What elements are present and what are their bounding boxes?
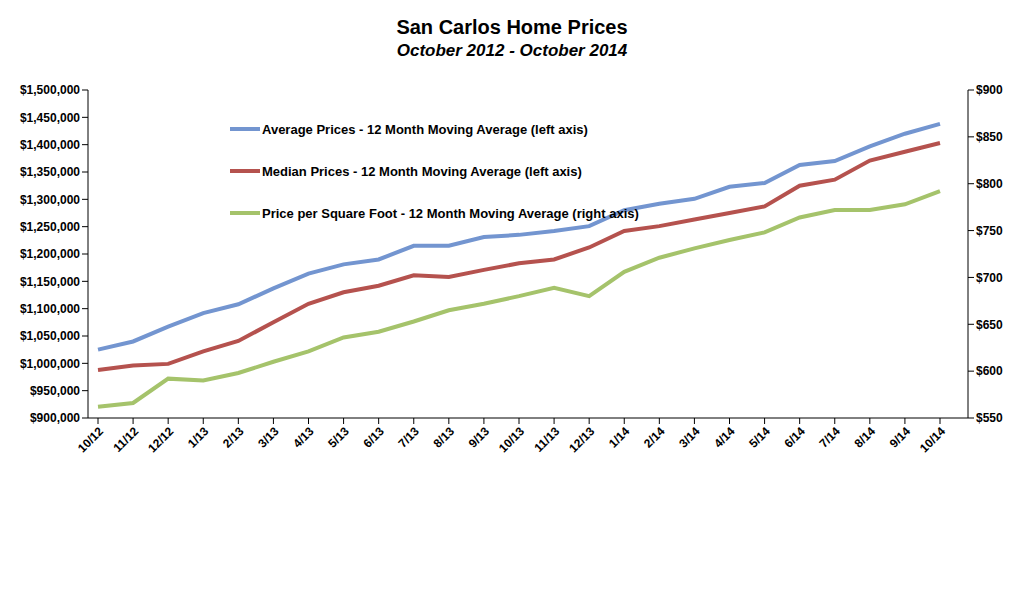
svg-text:$600: $600 — [976, 364, 1003, 378]
svg-text:7/14: 7/14 — [816, 424, 843, 451]
svg-text:10/14: 10/14 — [917, 424, 948, 455]
svg-text:5/14: 5/14 — [746, 424, 773, 451]
svg-text:1/14: 1/14 — [606, 424, 633, 451]
svg-text:6/14: 6/14 — [781, 424, 808, 451]
svg-text:8/14: 8/14 — [852, 424, 879, 451]
svg-text:5/13: 5/13 — [325, 424, 352, 451]
svg-text:$850: $850 — [976, 130, 1003, 144]
svg-text:$700: $700 — [976, 271, 1003, 285]
svg-text:12/12: 12/12 — [145, 424, 176, 455]
svg-text:$1,350,000: $1,350,000 — [20, 165, 80, 179]
svg-text:$1,050,000: $1,050,000 — [20, 329, 80, 343]
svg-text:$550: $550 — [976, 411, 1003, 425]
svg-text:3/14: 3/14 — [676, 424, 703, 451]
svg-text:2/14: 2/14 — [641, 424, 668, 451]
svg-text:$1,000,000: $1,000,000 — [20, 357, 80, 371]
svg-text:9/13: 9/13 — [466, 424, 493, 451]
svg-text:10/12: 10/12 — [75, 424, 106, 455]
svg-text:$800: $800 — [976, 177, 1003, 191]
svg-text:$1,400,000: $1,400,000 — [20, 138, 80, 152]
svg-text:6/13: 6/13 — [360, 424, 387, 451]
svg-text:$1,450,000: $1,450,000 — [20, 111, 80, 125]
svg-text:$650: $650 — [976, 318, 1003, 332]
svg-text:4/14: 4/14 — [711, 424, 738, 451]
html-text:Average Prices - 12 Month Movi: Average Prices - 12 Month Moving Average… — [262, 121, 588, 137]
svg-text:$1,150,000: $1,150,000 — [20, 275, 80, 289]
html-text:October 2012 - October 2014: October 2012 - October 2014 — [396, 41, 628, 60]
html-text:Median Prices - 12 Month Movin: Median Prices - 12 Month Moving Average … — [262, 163, 582, 179]
svg-text:$900,000: $900,000 — [30, 411, 80, 425]
svg-text:12/13: 12/13 — [566, 424, 597, 455]
html-text:Price per Square Foot - 12 Mon: Price per Square Foot - 12 Month Moving … — [262, 205, 639, 221]
svg-text:$1,250,000: $1,250,000 — [20, 220, 80, 234]
svg-text:$900: $900 — [976, 83, 1003, 97]
svg-text:8/13: 8/13 — [431, 424, 458, 451]
svg-text:$750: $750 — [976, 224, 1003, 238]
svg-text:3/13: 3/13 — [255, 424, 282, 451]
svg-text:11/13: 11/13 — [532, 424, 563, 455]
svg-text:7/13: 7/13 — [395, 424, 422, 451]
svg-text:1/13: 1/13 — [185, 424, 212, 451]
svg-text:$1,100,000: $1,100,000 — [20, 302, 80, 316]
svg-text:2/13: 2/13 — [220, 424, 247, 451]
svg-text:9/14: 9/14 — [887, 424, 914, 451]
svg-text:4/13: 4/13 — [290, 424, 317, 451]
svg-text:$950,000: $950,000 — [30, 384, 80, 398]
svg-text:10/13: 10/13 — [496, 424, 527, 455]
svg-text:$1,200,000: $1,200,000 — [20, 247, 80, 261]
svg-text:11/12: 11/12 — [111, 424, 142, 455]
svg-text:$1,300,000: $1,300,000 — [20, 193, 80, 207]
html-text:San Carlos Home Prices: San Carlos Home Prices — [396, 16, 628, 38]
svg-text:$1,500,000: $1,500,000 — [20, 83, 80, 97]
